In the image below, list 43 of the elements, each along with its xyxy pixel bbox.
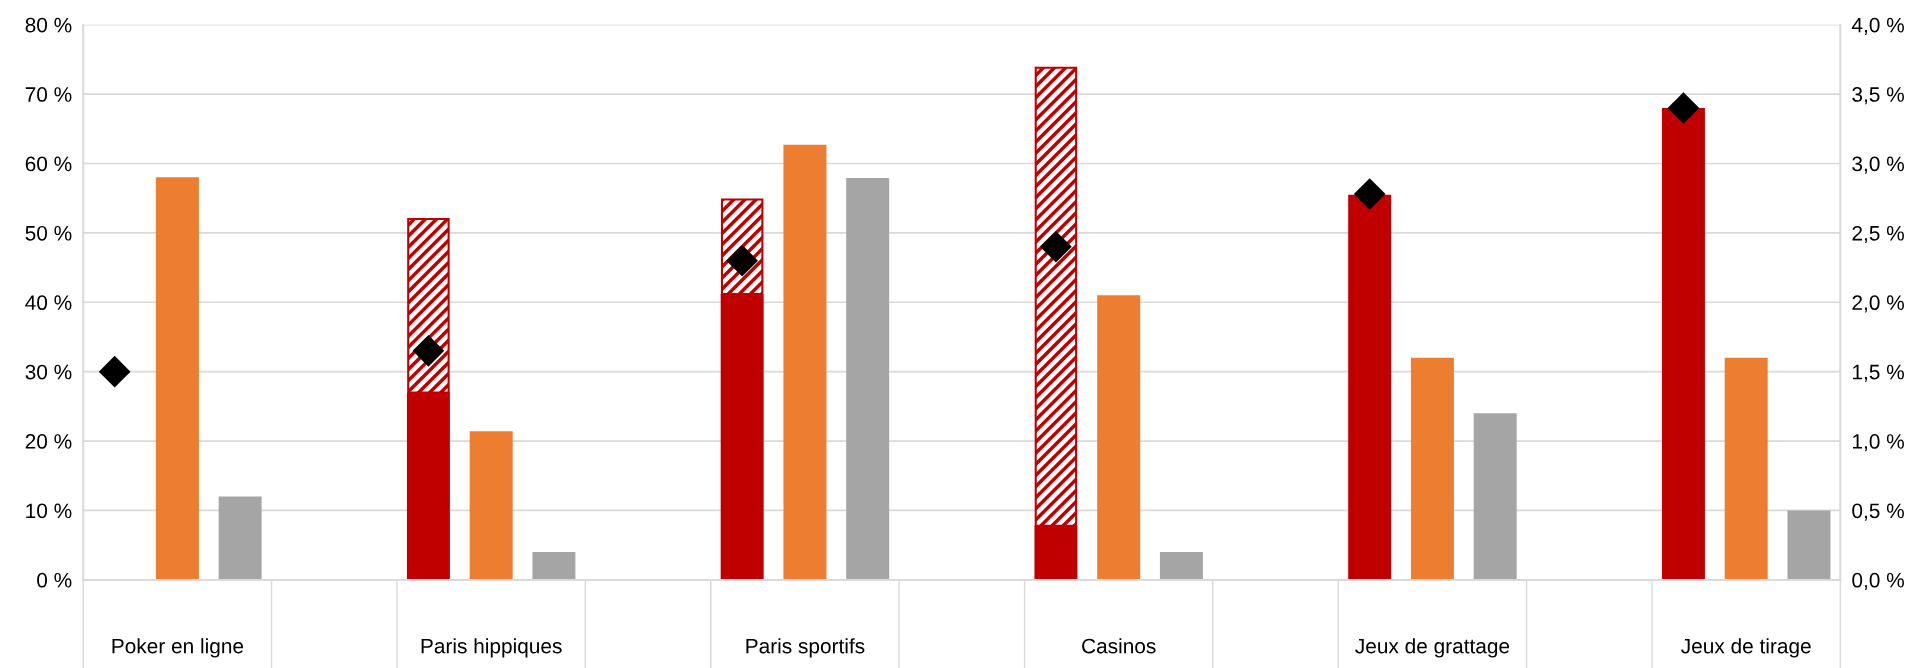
bar (1159, 552, 1203, 580)
y-tick-label: 20 % (25, 434, 72, 449)
x-tick-label: Paris sportifs (746, 638, 865, 658)
y2-tick-label: 1,0 % (1853, 434, 1904, 452)
x-tick-label: Casinos (1082, 638, 1156, 654)
point (1040, 230, 1072, 263)
y-tick-label: 10 % (26, 503, 72, 519)
point (1353, 178, 1386, 210)
bar (532, 552, 576, 580)
point (98, 355, 131, 388)
bar (218, 496, 262, 580)
bar (1473, 413, 1517, 580)
x-tick-label: Jeux de tirage (1681, 638, 1811, 658)
bar (783, 144, 827, 580)
bar (1097, 295, 1141, 580)
x-tick-label: Poker en ligne (112, 638, 244, 658)
bar (1410, 357, 1454, 580)
y-tick-label: 80 % (25, 17, 72, 33)
x-tick-label: Paris hippiques (421, 638, 562, 658)
bar (1787, 510, 1831, 580)
y-tick-label: 0 % (37, 572, 72, 588)
y-tick-label: 30 % (25, 364, 72, 380)
y2-tick-label: 1,5 % (1853, 364, 1904, 382)
y2-tick-label: 4,0 % (1851, 17, 1904, 35)
y-tick-label: 50 % (25, 225, 72, 241)
y2-tick-label: 3,0 % (1852, 156, 1904, 174)
point (1667, 92, 1700, 124)
x-tick-label: Jeux de grattage (1355, 638, 1510, 658)
point (412, 335, 445, 367)
bar (1348, 194, 1392, 580)
y2-tick-label: 2,0 % (1852, 295, 1904, 313)
bar (846, 178, 890, 580)
y2-tick-label: 3,5 % (1852, 87, 1904, 105)
y2-tick-label: 0,0 % (1852, 572, 1904, 591)
y2-tick-label: 2,5 % (1852, 225, 1904, 244)
y-tick-label: 40 % (25, 295, 72, 311)
y-tick-label: 60 % (25, 156, 72, 172)
bar (1724, 357, 1768, 580)
bar (155, 177, 199, 580)
bar (469, 431, 513, 580)
y2-tick-label: 0,5 % (1852, 503, 1904, 521)
y-tick-label: 70 % (25, 87, 72, 102)
bar (1661, 107, 1705, 580)
